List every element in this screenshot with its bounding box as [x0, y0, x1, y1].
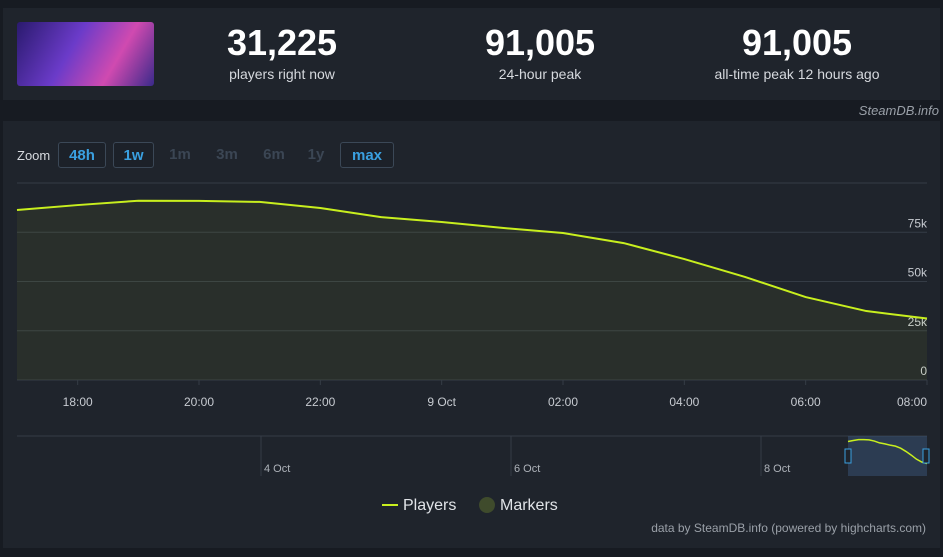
stat-value: 91,005: [484, 22, 596, 63]
x-tick-label: 20:00: [184, 395, 214, 409]
stat: 91,005 24-hour peak: [420, 22, 660, 83]
zoom-button[interactable]: 1w: [113, 142, 154, 168]
zoom-button[interactable]: 1y: [307, 146, 325, 163]
zoom-button[interactable]: 3m: [216, 146, 238, 163]
y-tick-label: 75k: [908, 216, 928, 230]
x-tick-label: 9 Oct: [427, 395, 456, 409]
legend-label: Players: [403, 497, 456, 514]
zoom-button[interactable]: 48h: [58, 142, 106, 168]
y-tick-label: 0: [920, 364, 927, 378]
navigator-line: [847, 438, 928, 465]
zoom-button[interactable]: 6m: [263, 146, 285, 163]
stat-value: 31,225: [226, 22, 338, 63]
x-tick-label: 18:00: [63, 395, 93, 409]
zoom-button[interactable]: max: [340, 142, 394, 168]
x-tick-label: 08:00: [897, 395, 927, 409]
x-tick-label: 22:00: [305, 395, 335, 409]
stat-label: all-time peak 12 hours ago: [714, 66, 880, 82]
x-tick-label: 04:00: [669, 395, 699, 409]
x-tick-label: 02:00: [548, 395, 578, 409]
stat-label: players right now: [229, 66, 335, 82]
navigator-handle[interactable]: [844, 448, 852, 464]
stat: 31,225 players right now: [162, 22, 402, 83]
zoom-button[interactable]: 1m: [169, 146, 191, 163]
series-line: [16, 199, 928, 320]
x-tick-label: 06:00: [791, 395, 821, 409]
legend-marker: [479, 497, 495, 513]
area: [17, 200, 927, 380]
navigator-handle[interactable]: [922, 448, 930, 464]
chart-panel: [3, 121, 940, 548]
stat-value: 91,005: [741, 22, 853, 63]
credit: data by SteamDB.info (powered by highcha…: [651, 521, 926, 535]
navigator-window: [848, 436, 927, 476]
stat: 91,005 all-time peak 12 hours ago: [677, 22, 917, 83]
stat-label: 24-hour peak: [498, 66, 582, 82]
navigator-label: 8 Oct: [764, 463, 790, 475]
zoom-label: Zoom: [17, 148, 51, 163]
legend-label: Markers: [500, 497, 558, 514]
y-tick-label: 50k: [908, 266, 928, 280]
game-image[interactable]: [17, 22, 154, 86]
site-link[interactable]: SteamDB.info: [858, 103, 939, 118]
navigator-label: 4 Oct: [264, 463, 290, 475]
navigator-label: 6 Oct: [514, 463, 540, 475]
stats-panel: [3, 8, 940, 100]
